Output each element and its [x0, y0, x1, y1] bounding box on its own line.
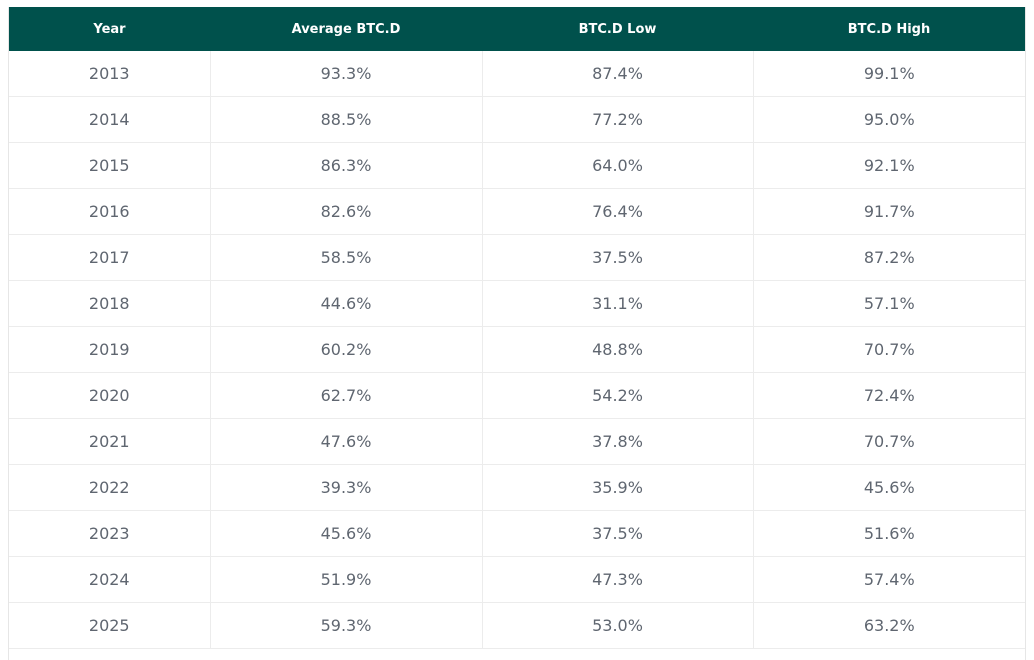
- header-cell: Year: [9, 7, 210, 51]
- header-cell: Average BTC.D: [210, 7, 482, 51]
- value-cell: 48.8%: [482, 326, 754, 373]
- value-cell: 57.4%: [753, 556, 1025, 603]
- table-row: 2018 44.6% 31.1% 57.1%: [9, 280, 1025, 327]
- value-cell: 64.0%: [482, 142, 754, 189]
- value-cell: 92.1%: [753, 142, 1025, 189]
- table-row: 2022 39.3% 35.9% 45.6%: [9, 464, 1025, 511]
- year-cell: 2023: [9, 510, 211, 557]
- value-cell: 88.5%: [210, 96, 483, 143]
- value-cell: 45.6%: [210, 510, 483, 557]
- year-cell: 2021: [9, 418, 211, 465]
- table-row: 2017 58.5% 37.5% 87.2%: [9, 234, 1025, 281]
- value-cell: 72.4%: [753, 372, 1025, 419]
- value-cell: 86.3%: [210, 142, 483, 189]
- value-cell: 63.2%: [753, 602, 1025, 649]
- table-row: 2023 45.6% 37.5% 51.6%: [9, 510, 1025, 557]
- table-row: 2013 93.3% 87.4% 99.1%: [9, 51, 1025, 97]
- value-cell: 91.7%: [753, 188, 1025, 235]
- table-container: Year Average BTC.D BTC.D Low BTC.D High 201…: [8, 7, 1026, 660]
- value-cell: 54.2%: [482, 372, 754, 419]
- value-cell: 31.1%: [482, 280, 754, 327]
- year-cell: 2020: [9, 372, 211, 419]
- value-cell: 39.3%: [210, 464, 483, 511]
- year-cell: 2013: [9, 51, 211, 97]
- value-cell: 53.0%: [482, 602, 754, 649]
- header-row: Year Average BTC.D BTC.D Low BTC.D High: [9, 7, 1025, 51]
- value-cell: 62.7%: [210, 372, 483, 419]
- value-cell: 51.9%: [210, 556, 483, 603]
- table-row: 2015 86.3% 64.0% 92.1%: [9, 142, 1025, 189]
- value-cell: 87.4%: [482, 51, 754, 97]
- value-cell: 77.2%: [482, 96, 754, 143]
- year-cell: 2018: [9, 280, 211, 327]
- header-cell: BTC.D High: [753, 7, 1025, 51]
- value-cell: 37.5%: [482, 510, 754, 557]
- value-cell: 60.2%: [210, 326, 483, 373]
- value-cell: 58.5%: [210, 234, 483, 281]
- value-cell: 93.3%: [210, 51, 483, 97]
- value-cell: 44.6%: [210, 280, 483, 327]
- year-cell: 2015: [9, 142, 211, 189]
- table-row: 2020 62.7% 54.2% 72.4%: [9, 372, 1025, 419]
- header-cell: BTC.D Low: [482, 7, 753, 51]
- table-body: 2013 93.3% 87.4% 99.1% 2014 88.5% 77.2% 95.0% 20…: [9, 51, 1025, 649]
- year-cell: 2016: [9, 188, 211, 235]
- value-cell: 70.7%: [753, 326, 1025, 373]
- year-cell: 2025: [9, 602, 211, 649]
- data-table: Year Average BTC.D BTC.D Low BTC.D High 201…: [9, 7, 1025, 649]
- year-cell: 2017: [9, 234, 211, 281]
- value-cell: 99.1%: [753, 51, 1025, 97]
- value-cell: 76.4%: [482, 188, 754, 235]
- value-cell: 45.6%: [753, 464, 1025, 511]
- year-cell: 2019: [9, 326, 211, 373]
- value-cell: 47.6%: [210, 418, 483, 465]
- table-row: 2019 60.2% 48.8% 70.7%: [9, 326, 1025, 373]
- table-row: 2014 88.5% 77.2% 95.0%: [9, 96, 1025, 143]
- value-cell: 57.1%: [753, 280, 1025, 327]
- table-row: 2025 59.3% 53.0% 63.2%: [9, 602, 1025, 649]
- year-cell: 2014: [9, 96, 211, 143]
- value-cell: 59.3%: [210, 602, 483, 649]
- value-cell: 37.5%: [482, 234, 754, 281]
- table-row: 2021 47.6% 37.8% 70.7%: [9, 418, 1025, 465]
- value-cell: 35.9%: [482, 464, 754, 511]
- year-cell: 2022: [9, 464, 211, 511]
- value-cell: 70.7%: [753, 418, 1025, 465]
- table-row: 2016 82.6% 76.4% 91.7%: [9, 188, 1025, 235]
- value-cell: 95.0%: [753, 96, 1025, 143]
- value-cell: 87.2%: [753, 234, 1025, 281]
- table-row: 2024 51.9% 47.3% 57.4%: [9, 556, 1025, 603]
- value-cell: 51.6%: [753, 510, 1025, 557]
- value-cell: 82.6%: [210, 188, 483, 235]
- value-cell: 37.8%: [482, 418, 754, 465]
- value-cell: 47.3%: [482, 556, 754, 603]
- year-cell: 2024: [9, 556, 211, 603]
